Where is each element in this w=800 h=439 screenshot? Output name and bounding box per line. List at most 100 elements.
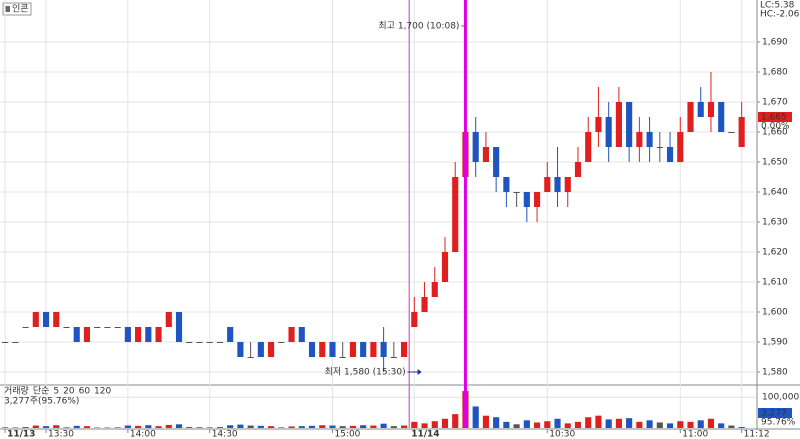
candle-body xyxy=(523,192,530,207)
candle-body xyxy=(636,132,643,147)
candle-body xyxy=(145,327,152,342)
candle-body xyxy=(2,342,9,343)
volume-bar xyxy=(493,417,500,428)
volume-bar xyxy=(370,425,377,428)
volume-bar xyxy=(339,426,346,428)
candle-body xyxy=(718,102,725,132)
candle-body xyxy=(32,312,39,327)
candle-body xyxy=(595,117,602,132)
volume-bar xyxy=(380,423,387,428)
volume-bar xyxy=(697,420,704,428)
volume-bar xyxy=(165,424,172,428)
candle-body xyxy=(503,177,510,192)
volume-bar xyxy=(288,426,295,428)
volume-bar xyxy=(482,415,489,428)
volume-bar xyxy=(615,418,622,428)
volume-bar xyxy=(268,426,275,428)
candle-body xyxy=(544,177,551,192)
candle-body xyxy=(329,342,336,357)
volume-bar xyxy=(227,425,234,428)
volume-bar xyxy=(206,427,213,428)
candle-body xyxy=(22,327,29,328)
candle-body xyxy=(124,327,131,342)
candle-body xyxy=(237,342,244,357)
volume-bar xyxy=(124,425,131,428)
candle-body xyxy=(697,102,704,117)
volume-bar xyxy=(175,424,183,428)
x-tick-label: 11/13 xyxy=(7,430,35,439)
candle-body xyxy=(533,192,541,207)
volume-bar xyxy=(247,425,254,428)
volume-bar xyxy=(626,418,633,428)
volume-bar xyxy=(73,425,80,428)
candle-body xyxy=(401,342,408,357)
candle-body xyxy=(360,342,367,357)
y-tick-label: 1,620 xyxy=(762,248,788,258)
volume-bar xyxy=(2,427,9,428)
candle-body xyxy=(677,132,684,162)
volume-bar xyxy=(155,426,162,428)
candle-body xyxy=(574,162,582,177)
x-tick-label: 11/14 xyxy=(411,430,439,439)
volume-bar xyxy=(53,425,60,428)
candle-body xyxy=(104,327,111,328)
volume-bar xyxy=(42,426,50,428)
y-tick-label: 1,630 xyxy=(762,218,788,228)
volume-bar xyxy=(196,427,203,428)
annotation-arrowhead xyxy=(417,369,422,375)
volume-bar xyxy=(666,423,674,428)
volume-legend: 20 xyxy=(63,387,75,397)
volume-bar xyxy=(656,422,663,428)
y-tick-label: 100,000 xyxy=(762,393,799,403)
volume-bar xyxy=(401,425,408,428)
candle-body xyxy=(319,342,326,357)
candle-body xyxy=(513,192,520,193)
y-tick-label: 1,600 xyxy=(762,308,788,318)
volume-bar xyxy=(585,417,592,428)
volume-bar xyxy=(145,425,152,428)
candle-body xyxy=(441,252,449,282)
volume-bar xyxy=(411,421,418,428)
candle-body xyxy=(666,147,674,162)
candle-body xyxy=(626,102,633,147)
candle-body xyxy=(339,357,346,358)
volume-bar xyxy=(390,426,397,428)
candle-body xyxy=(390,357,397,358)
volume-bar xyxy=(513,424,520,428)
candle-body xyxy=(421,297,428,312)
volume-legend: 120 xyxy=(94,387,111,397)
candle-body xyxy=(155,327,162,342)
candle-body xyxy=(482,147,489,162)
candle-body xyxy=(135,327,142,342)
candle-body xyxy=(83,327,91,342)
candle-body xyxy=(380,342,387,357)
volume-bar xyxy=(503,421,510,428)
candle-body xyxy=(12,342,19,343)
x-tick-label: 11:00 xyxy=(682,430,708,439)
volume-bar xyxy=(564,423,571,428)
candle-body xyxy=(493,147,500,177)
y-tick-label: 1,580 xyxy=(762,368,788,378)
x-tick-label: 11:12 xyxy=(744,430,770,439)
candle-body xyxy=(268,342,275,357)
candle-body xyxy=(472,132,479,162)
volume-bar xyxy=(431,421,438,428)
candle-body xyxy=(288,327,295,342)
candle-body xyxy=(656,147,663,148)
volume-bar xyxy=(677,421,684,428)
y-tick-label: 1,640 xyxy=(762,188,788,198)
y-tick-label: 1,660 xyxy=(762,128,788,138)
volume-bar xyxy=(738,426,745,428)
volume-legend: 거래량 xyxy=(4,385,29,397)
volume-legend: 단순 xyxy=(33,386,50,397)
volume-bar xyxy=(135,425,142,428)
volume-bar xyxy=(646,420,653,428)
candle-body xyxy=(370,342,377,357)
volume-bar xyxy=(298,426,305,428)
candle-body xyxy=(554,177,561,192)
volume-bar xyxy=(636,421,643,428)
candle-body xyxy=(278,342,285,343)
y-tick-label: 1,590 xyxy=(762,338,788,348)
candle-body xyxy=(411,312,418,327)
